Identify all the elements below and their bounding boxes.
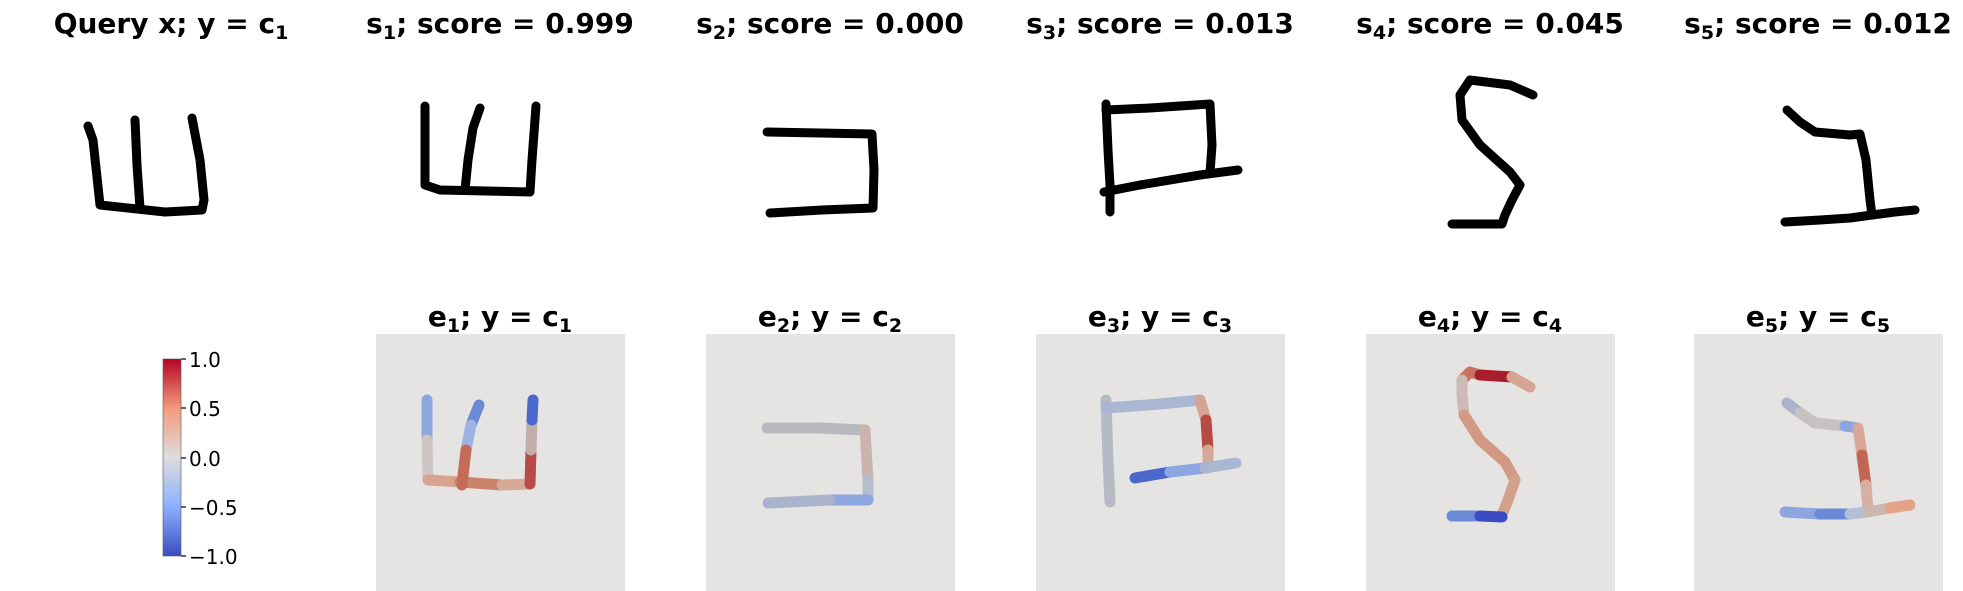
colorbar-tick-label: 0.5: [189, 397, 221, 421]
colorbar-tick-label: 0.0: [189, 447, 221, 471]
explanation-panel-3: [1036, 334, 1285, 591]
query-glyph: [83, 113, 209, 217]
support-glyph-5: [1780, 105, 1920, 227]
explanation-strokes-2: [761, 422, 874, 509]
explanation-strokes-1: [421, 394, 539, 491]
colorbar: [162, 358, 182, 557]
explanation-panel-5: [1694, 334, 1943, 591]
explanation-strokes-5: [1779, 397, 1916, 520]
support-glyph-3: [1099, 99, 1243, 217]
colorbar-tick-label: 1.0: [189, 348, 221, 372]
support-title-2: s2; score = 0.000: [696, 7, 964, 44]
support-glyph-1: [420, 101, 541, 197]
explanation-title-2: e2; y = c2: [758, 300, 902, 337]
explanation-strokes-4: [1446, 366, 1536, 523]
explanation-title-5: e5; y = c5: [1746, 300, 1890, 337]
support-title-4: s4; score = 0.045: [1356, 7, 1624, 44]
explanation-title-1: e1; y = c1: [428, 300, 572, 337]
support-title-3: s3; score = 0.013: [1026, 7, 1294, 44]
explanation-strokes-3: [1100, 394, 1242, 508]
support-title-5: s5; score = 0.012: [1684, 7, 1952, 44]
colorbar-tick-marks: [181, 358, 186, 557]
support-glyph-2: [762, 127, 879, 218]
support-title-1: s1; score = 0.999: [366, 7, 634, 44]
colorbar-tick-label: −1.0: [189, 545, 238, 569]
explanation-panel-1: [376, 334, 625, 591]
support-glyph-4: [1447, 75, 1538, 229]
colorbar-tick-label: −0.5: [189, 496, 238, 520]
query-title: Query x; y = c1: [54, 7, 289, 44]
explanation-panel-2: [706, 334, 955, 591]
explanation-title-3: e3; y = c3: [1088, 300, 1232, 337]
explanation-title-4: e4; y = c4: [1418, 300, 1562, 337]
